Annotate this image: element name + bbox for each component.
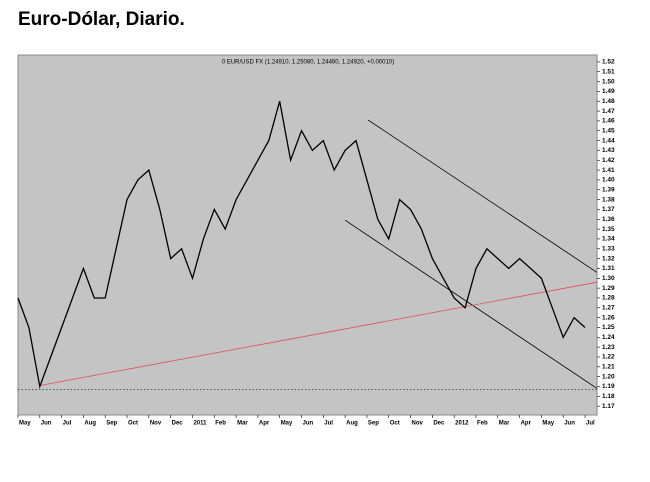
y-tick-label: 1.39: [602, 186, 615, 193]
y-tick-label: 1.20: [602, 373, 615, 380]
y-tick-label: 1.45: [602, 127, 615, 134]
x-tick-label: 2011: [193, 421, 207, 427]
x-tick-label: Sep: [368, 421, 379, 427]
y-tick-label: 1.43: [602, 147, 615, 154]
trend-line: [344, 219, 598, 389]
x-tick-label: Aug: [84, 421, 96, 427]
y-tick-label: 1.36: [602, 216, 615, 223]
x-tick-label: Mar: [499, 421, 510, 427]
x-tick-label: Jul: [586, 421, 595, 427]
y-tick-label: 1.48: [602, 98, 615, 105]
x-tick-label: Jul: [324, 421, 333, 427]
x-tick-label: Oct: [390, 421, 400, 427]
x-tick-label: May: [542, 421, 554, 427]
y-tick-label: 1.31: [602, 265, 615, 272]
x-tick-label: Apr: [259, 421, 270, 427]
y-tick-label: 1.49: [602, 88, 615, 95]
x-tick-label: Jun: [41, 421, 52, 427]
y-tick-label: 1.25: [602, 324, 615, 331]
x-tick-label: Oct: [128, 421, 138, 427]
y-tick-label: 1.30: [602, 275, 615, 282]
y-tick-label: 1.51: [602, 68, 615, 75]
y-tick-label: 1.22: [602, 354, 615, 361]
x-tick-label: May: [281, 421, 293, 427]
y-tick-label: 1.40: [602, 177, 615, 184]
y-tick-label: 1.35: [602, 226, 615, 233]
y-tick-label: 1.37: [602, 206, 615, 213]
x-tick-label: Feb: [215, 421, 226, 427]
y-tick-label: 1.32: [602, 255, 615, 262]
legend-text: 0 EUR/USD FX (1.24910, 1.25080, 1.24460,…: [222, 60, 394, 66]
x-tick-label: Jun: [303, 421, 314, 427]
trend-line: [39, 281, 598, 386]
x-tick-label: Sep: [106, 421, 117, 427]
y-tick-label: 1.33: [602, 245, 615, 252]
x-tick-label: Dec: [433, 421, 445, 427]
x-tick-label: Jul: [63, 421, 72, 427]
x-tick-label: 2012: [455, 421, 469, 427]
y-tick-label: 1.34: [602, 236, 615, 243]
chart-title: Euro-Dólar, Diario.: [18, 9, 185, 30]
y-tick-label: 1.18: [602, 393, 615, 400]
x-tick-label: Jun: [564, 421, 575, 427]
y-tick-label: 1.19: [602, 383, 615, 390]
y-tick-label: 1.26: [602, 314, 615, 321]
y-tick-label: 1.28: [602, 295, 615, 302]
y-tick-label: 1.50: [602, 78, 615, 85]
x-tick-label: Nov: [412, 421, 424, 427]
trend-line: [367, 119, 598, 273]
y-tick-label: 1.17: [602, 403, 615, 410]
y-tick-label: 1.29: [602, 285, 615, 292]
y-tick-label: 1.52: [602, 59, 615, 66]
y-tick-label: 1.27: [602, 305, 615, 312]
x-tick-label: Nov: [150, 421, 162, 427]
y-tick-label: 1.21: [602, 364, 615, 371]
y-tick-label: 1.24: [602, 334, 615, 341]
y-tick-label: 1.44: [602, 137, 615, 144]
y-tick-label: 1.38: [602, 196, 615, 203]
y-tick-label: 1.23: [602, 344, 615, 351]
y-tick-label: 1.42: [602, 157, 615, 164]
x-tick-label: May: [19, 421, 31, 427]
x-tick-label: Apr: [521, 421, 532, 427]
y-tick-label: 1.47: [602, 108, 615, 115]
y-tick-label: 1.46: [602, 118, 615, 125]
x-tick-label: Mar: [237, 421, 248, 427]
x-tick-label: Dec: [172, 421, 184, 427]
price-line: [17, 101, 586, 389]
plot-area: [17, 54, 598, 416]
x-tick-label: Feb: [477, 421, 488, 427]
x-tick-label: Aug: [346, 421, 358, 427]
y-tick-label: 1.41: [602, 167, 615, 174]
